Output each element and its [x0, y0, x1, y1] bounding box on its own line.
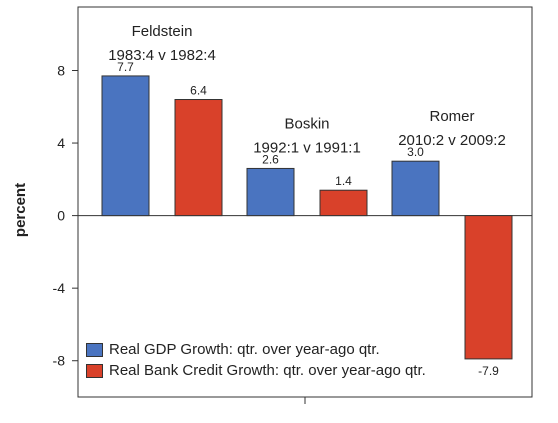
bar-gdp	[246, 167, 295, 217]
data-label: 7.7	[117, 60, 134, 74]
legend-label-gdp: Real GDP Growth: qtr. over year-ago qtr.	[109, 341, 380, 358]
y-tick-label: 4	[57, 135, 65, 151]
bar-credit	[319, 189, 368, 217]
group-period: 1992:1 v 1991:1	[253, 139, 361, 156]
legend-swatch-credit	[86, 363, 103, 378]
data-label: 1.4	[335, 174, 352, 188]
y-tick-label: -4	[53, 280, 66, 296]
y-tick-label: -8	[53, 353, 66, 369]
legend-item-credit: Real Bank Credit Growth: qtr. over year-…	[86, 360, 426, 381]
group-period: 1983:4 v 1982:4	[108, 47, 216, 64]
bar-credit	[174, 99, 223, 217]
bar-gdp	[101, 75, 150, 217]
legend-swatch-gdp	[86, 342, 103, 357]
data-label: 3.0	[407, 145, 424, 159]
legend: Real GDP Growth: qtr. over year-ago qtr.…	[86, 339, 426, 381]
bar-gdp	[391, 160, 440, 217]
group-name: Feldstein	[132, 23, 193, 40]
bar-credit	[464, 215, 513, 360]
group-name: Boskin	[284, 115, 329, 132]
y-tick-label: 8	[57, 62, 65, 78]
y-axis-label: percent	[12, 183, 29, 237]
group-name: Romer	[429, 108, 474, 125]
y-tick-label: 0	[57, 208, 65, 224]
data-label: 2.6	[262, 152, 279, 166]
data-label: 6.4	[190, 84, 207, 98]
legend-label-credit: Real Bank Credit Growth: qtr. over year-…	[109, 362, 426, 379]
data-label: -7.9	[478, 364, 499, 378]
legend-item-gdp: Real GDP Growth: qtr. over year-ago qtr.	[86, 339, 426, 360]
group-period: 2010:2 v 2009:2	[398, 132, 506, 149]
